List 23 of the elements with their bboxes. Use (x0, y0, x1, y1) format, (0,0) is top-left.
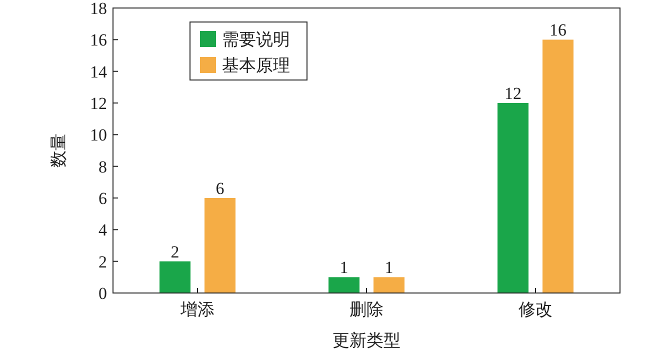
y-tick-label: 14 (90, 62, 108, 82)
y-tick-label: 6 (98, 189, 107, 208)
x-axis-title: 更新类型 (332, 331, 400, 350)
data-label: 2 (170, 242, 180, 262)
x-tick-label: 增添 (180, 300, 214, 319)
x-tick-label: 删除 (350, 300, 384, 319)
y-tick-label: 2 (98, 252, 107, 272)
y-tick-label: 16 (90, 30, 107, 50)
data-label: 6 (216, 179, 224, 198)
y-tick-label: 8 (98, 157, 107, 176)
legend-label: 需要说明 (222, 30, 290, 49)
y-tick-label: 0 (98, 284, 107, 303)
x-tick-label: 修改 (518, 300, 552, 319)
y-axis-title: 数量 (49, 134, 68, 168)
y-tick-label: 12 (90, 94, 107, 113)
y-tick-label: 10 (90, 126, 107, 145)
y-tick-label: 4 (98, 220, 108, 240)
data-label: 12 (504, 84, 522, 103)
data-label: 1 (340, 258, 348, 278)
y-tick-label: 18 (90, 0, 107, 18)
legend-label: 基本原理 (222, 56, 290, 75)
data-label: 16 (550, 20, 566, 40)
data-label: 1 (384, 258, 394, 278)
